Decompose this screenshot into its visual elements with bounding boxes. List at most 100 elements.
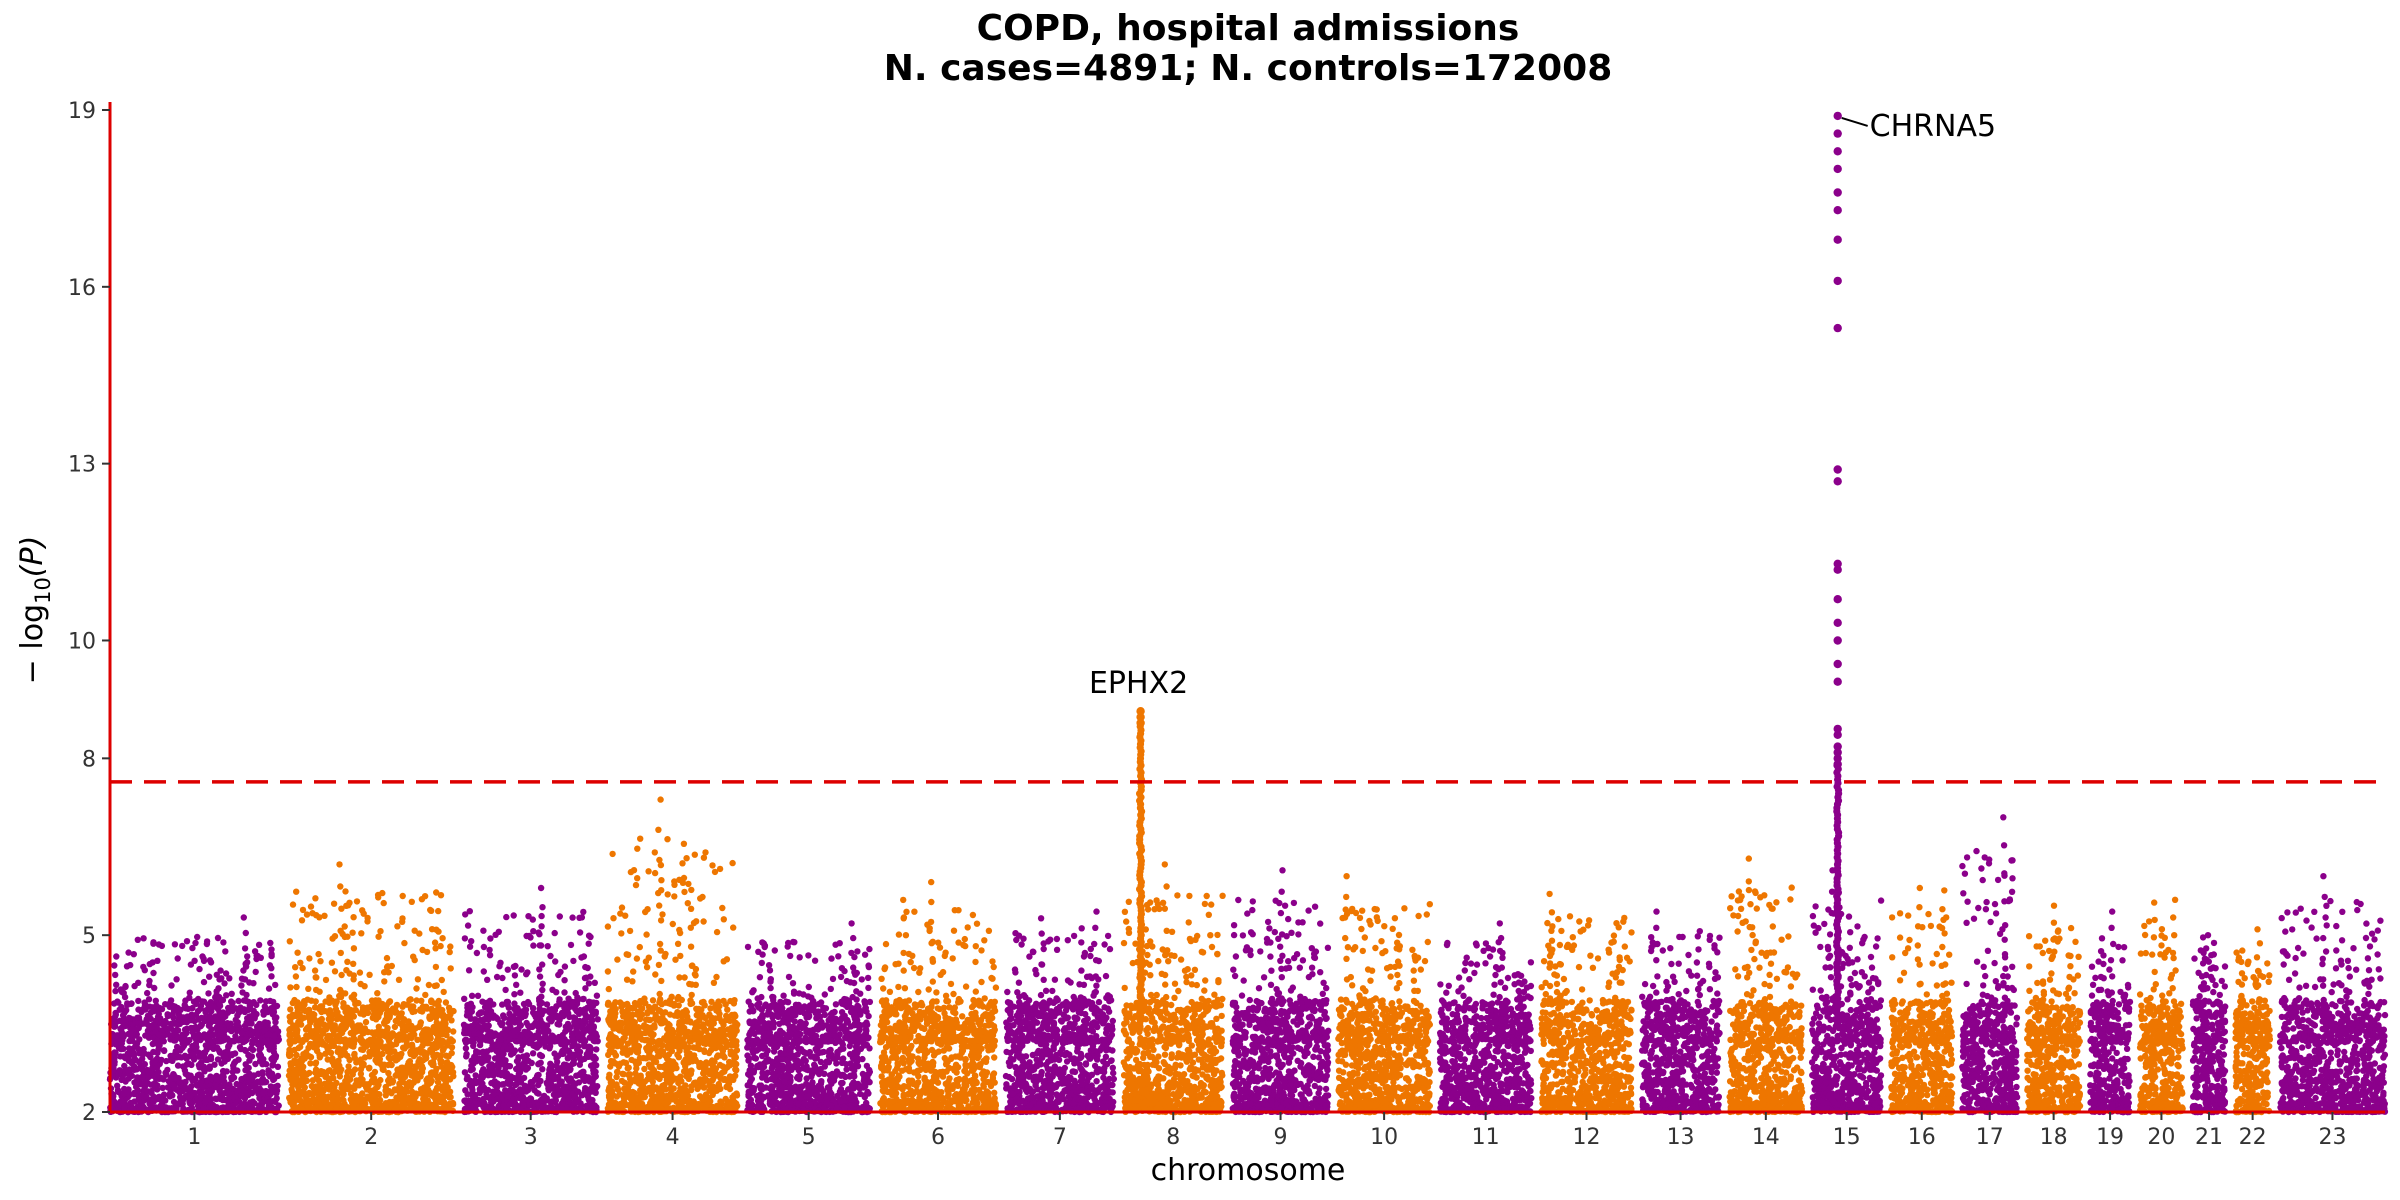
data-point [377, 928, 384, 935]
data-point [585, 998, 593, 1005]
data-point [701, 1061, 708, 1069]
data-point [196, 1064, 203, 1071]
data-point [492, 931, 499, 938]
data-point [484, 976, 491, 983]
data-point [328, 1010, 335, 1018]
data-point [589, 1017, 596, 1024]
data-point [192, 1011, 200, 1018]
data-point [623, 1029, 630, 1037]
data-point [350, 1007, 358, 1014]
data-point [386, 998, 394, 1005]
data-point [299, 1037, 306, 1044]
data-point [198, 1014, 205, 1022]
data-point [308, 1082, 315, 1090]
data-point [641, 1093, 648, 1101]
data-point [480, 1048, 487, 1056]
data-point [337, 993, 345, 1001]
data-point [496, 963, 503, 970]
data-point [467, 1015, 474, 1022]
data-point [645, 1016, 653, 1024]
data-point [461, 935, 469, 942]
data-point [486, 1062, 493, 1070]
data-point [629, 1088, 636, 1096]
data-point [338, 1025, 345, 1033]
data-point [410, 1003, 417, 1010]
data-point [351, 1051, 358, 1059]
data-point [364, 914, 371, 922]
data-point [162, 1017, 169, 1025]
data-point [711, 1058, 718, 1065]
data-point [141, 1061, 148, 1068]
data-point [435, 1038, 442, 1045]
data-point [397, 1103, 404, 1110]
data-point [605, 1051, 612, 1059]
data-point [265, 1099, 272, 1107]
data-point [633, 1094, 640, 1102]
data-point [556, 913, 563, 920]
data-point [217, 1029, 224, 1036]
data-point [170, 1071, 177, 1078]
data-point [159, 1084, 166, 1092]
data-point [189, 944, 196, 952]
data-point [474, 1100, 481, 1108]
data-point [625, 1071, 632, 1079]
data-point [171, 1037, 178, 1044]
data-point [229, 1085, 236, 1093]
data-point [316, 988, 323, 995]
data-point [539, 1038, 547, 1045]
data-point [674, 1042, 682, 1049]
data-point [535, 1061, 542, 1068]
data-point [582, 985, 589, 992]
data-point [239, 1087, 246, 1094]
data-point [444, 1059, 451, 1066]
data-points [106, 796, 2389, 1116]
data-point [553, 989, 560, 996]
data-point [585, 932, 593, 939]
data-point [429, 1007, 437, 1014]
data-point [480, 1057, 487, 1065]
data-point [726, 1085, 734, 1093]
data-point [485, 1016, 492, 1023]
data-point [529, 1050, 537, 1057]
data-point [580, 908, 587, 916]
data-point [433, 889, 440, 896]
data-point [236, 1082, 243, 1089]
data-point [548, 1035, 556, 1042]
data-point [348, 1038, 356, 1045]
data-point [255, 941, 263, 948]
data-point [486, 952, 494, 959]
data-point [649, 1054, 656, 1062]
data-point [210, 1031, 217, 1039]
data-point [377, 1006, 385, 1014]
data-point [305, 1010, 312, 1017]
data-point [468, 938, 475, 945]
data-point [291, 1046, 298, 1054]
data-point [400, 1016, 408, 1023]
data-point [223, 992, 230, 999]
data-point [438, 976, 445, 984]
data-point [633, 1048, 641, 1056]
data-point [500, 1014, 508, 1021]
data-point [389, 1007, 396, 1014]
data-point [268, 946, 275, 953]
data-point [214, 934, 222, 942]
data-point [310, 1097, 317, 1105]
data-point [221, 1058, 228, 1065]
data-point [399, 892, 406, 900]
data-point [183, 1025, 190, 1033]
data-point [414, 976, 422, 983]
data-point [118, 1037, 125, 1045]
data-point [230, 1062, 237, 1069]
data-point [286, 1013, 293, 1020]
data-point [593, 992, 601, 999]
data-point [358, 930, 365, 937]
data-point [507, 1086, 515, 1093]
data-point [289, 901, 297, 908]
data-point [361, 983, 368, 990]
data-point [512, 962, 519, 970]
data-point [359, 907, 366, 914]
data-point [526, 932, 533, 940]
data-point [359, 1037, 366, 1045]
data-point [225, 1044, 232, 1051]
data-point [621, 1079, 628, 1086]
